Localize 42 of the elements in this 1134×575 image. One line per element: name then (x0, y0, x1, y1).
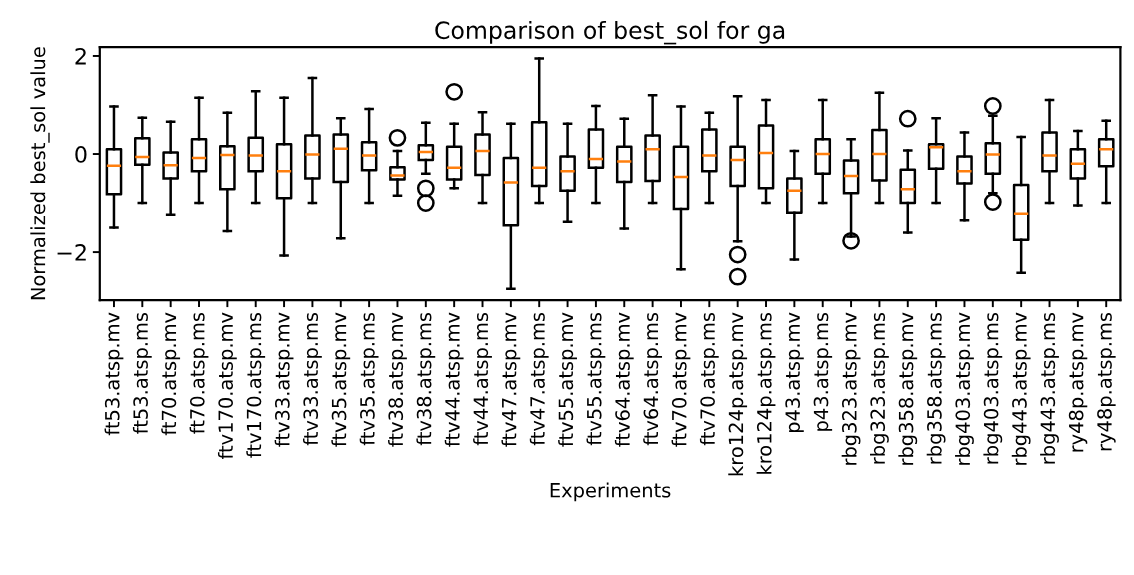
x-tick-label: ftv70.atsp.mv (671, 312, 691, 447)
y-tick-label: 2 (75, 47, 86, 65)
x-tick-label: ftv35.atsp.mv (331, 312, 351, 447)
x-tick-label: ft53.atsp.ms (132, 312, 152, 434)
x-tick-label: ftv47.atsp.mv (501, 312, 521, 447)
x-tick-label: p43.atsp.ms (813, 312, 833, 431)
x-tick-label: ftv55.atsp.ms (586, 312, 606, 446)
x-tick-label: ftv170.atsp.ms (246, 312, 266, 458)
x-tick-label: ftv47.atsp.ms (529, 312, 549, 446)
x-tick-label: ftv33.atsp.mv (274, 312, 294, 447)
x-tick-label: rbg323.atsp.ms (870, 312, 889, 464)
x-tick-label: ftv44.atsp.ms (473, 312, 492, 446)
y-tick-label: 0 (75, 145, 87, 163)
x-tick-label: ftv33.atsp.ms (303, 312, 322, 446)
x-tick-label: ft70.atsp.mv (161, 312, 181, 436)
x-tick-label: p43.atsp.mv (785, 312, 804, 433)
x-tick-label: rbg323.atsp.mv (841, 312, 861, 465)
x-tick-label: ftv64.atsp.ms (643, 312, 663, 446)
x-axis-title: Experiments (550, 482, 671, 502)
x-tick-label: ftv170.atsp.mv (217, 312, 237, 460)
chart-title: Comparison of best_sol for ga (435, 20, 785, 45)
x-tick-label: ftv70.atsp.ms (699, 312, 719, 446)
x-tick-label: ftv55.atsp.mv (558, 312, 577, 447)
y-tick-label: −2 (57, 244, 86, 261)
x-tick-label: ftv38.atsp.mv (388, 312, 407, 447)
x-tick-label: rbg403.atsp.ms (983, 312, 1003, 464)
x-tick-label: ry48p.atsp.ms (1097, 312, 1116, 451)
x-tick-label: rbg358.atsp.ms (926, 312, 946, 464)
x-tick-label: ftv44.atsp.mv (444, 312, 464, 447)
x-tick-label: rbg443.atsp.mv (1011, 312, 1031, 465)
x-tick-label: rbg403.atsp.mv (955, 312, 974, 465)
x-tick-label: ftv38.atsp.ms (416, 312, 436, 446)
x-tick-label: kro124p.atsp.mv (728, 312, 748, 476)
x-tick-label: ftv64.atsp.mv (614, 312, 634, 447)
x-tick-label: ftv35.atsp.ms (359, 312, 379, 446)
x-tick-label: kro124p.atsp.ms (756, 312, 776, 474)
x-tick-label: rbg443.atsp.ms (1040, 312, 1059, 464)
x-tick-label: ft53.atsp.mv (104, 312, 124, 436)
y-axis-title: Normalized best_sol value (30, 47, 50, 300)
x-tick-label: ry48p.atsp.mv (1068, 312, 1088, 452)
x-tick-label: rbg358.atsp.mv (898, 312, 918, 465)
x-tick-label: ft70.atsp.ms (189, 312, 209, 434)
